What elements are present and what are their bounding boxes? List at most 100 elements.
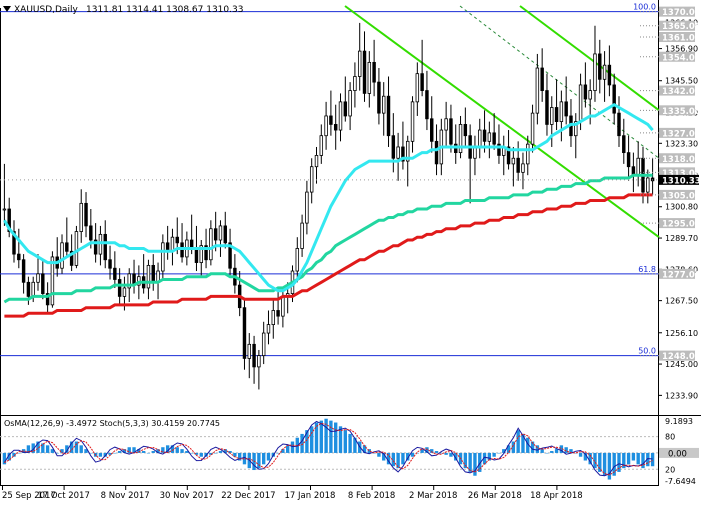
stoch-signal-line[interactable]	[4, 422, 653, 476]
fib-level-label: 100.0	[633, 3, 656, 12]
candle-body	[430, 118, 434, 142]
candle-body	[127, 273, 131, 289]
candle-body	[338, 101, 343, 131]
fibonacci-labels: 100.0 61.8 50.0	[633, 3, 656, 356]
time-tick-label: 30 Nov 2017	[160, 491, 214, 501]
candle-body	[175, 236, 179, 244]
price-level-box	[659, 268, 695, 279]
osma-bar	[242, 452, 247, 465]
candle-body	[410, 101, 415, 142]
osma-bar	[170, 445, 175, 453]
candle-body	[117, 279, 122, 297]
osma-bar	[607, 452, 612, 480]
price-level-box	[659, 218, 695, 229]
osma-bar	[430, 449, 434, 453]
osma-bar	[218, 451, 223, 453]
candle-body	[247, 343, 251, 359]
price-tick-label: 1267.50	[665, 297, 698, 306]
candle-body	[69, 250, 74, 266]
candle-body	[391, 135, 396, 159]
osma-bar	[122, 449, 127, 453]
osma-bar	[7, 452, 11, 461]
osma-bar	[449, 452, 453, 457]
osma-bar	[353, 437, 357, 453]
osc-tick-label: -7.6494	[665, 477, 696, 486]
price-level-label: 1248.00	[662, 352, 701, 362]
candle-body	[607, 64, 612, 86]
candle-body	[401, 146, 405, 162]
candle-body	[425, 90, 429, 120]
stoch-main-line[interactable]	[3, 420, 653, 477]
candle-body	[93, 239, 98, 255]
time-tick-label: 18 Apr 2018	[530, 491, 583, 501]
candle-body	[199, 245, 203, 263]
candle-body	[564, 101, 568, 117]
osma-bar	[516, 430, 520, 453]
candle-body	[377, 81, 381, 114]
ma-fast-line[interactable]	[3, 102, 654, 293]
osma-bar	[578, 452, 583, 457]
osma-bar	[396, 452, 400, 469]
osma-bar	[535, 445, 540, 453]
candle-body	[626, 152, 631, 168]
candle-body	[622, 135, 626, 154]
candle-body	[300, 222, 304, 249]
osma-bar	[261, 452, 266, 465]
candle-body	[79, 202, 83, 232]
candle-body	[223, 225, 227, 244]
candle-body	[602, 64, 607, 80]
candle-body	[593, 53, 597, 91]
osma-bar	[127, 447, 131, 453]
candle-body	[458, 124, 463, 154]
candle-body	[574, 121, 578, 137]
collapse-triangle-icon[interactable]	[3, 6, 11, 12]
price-level-box	[659, 127, 695, 138]
candle-body	[305, 191, 309, 224]
candle-body	[535, 67, 540, 114]
ohlc-readout: 1311.81 1314.41 1308.67 1310.33	[86, 5, 243, 15]
osma-bar	[348, 433, 352, 453]
candle-body	[113, 267, 117, 280]
osc-zero-label: 0.00	[668, 449, 687, 459]
candle-body	[261, 332, 266, 357]
osma-bar	[132, 447, 136, 453]
time-tick-label: 25 Sep 2017	[2, 491, 56, 501]
candle-body	[50, 256, 55, 306]
ma-mid-line[interactable]	[3, 173, 653, 304]
osma-bar	[439, 452, 444, 454]
candle-body	[89, 225, 93, 241]
price-tick-label: 1256.10	[665, 329, 698, 338]
osma-bar	[487, 452, 492, 461]
osma-bar	[530, 441, 535, 453]
price-tick-label: 1356.90	[665, 45, 698, 54]
osma-bar	[444, 452, 448, 455]
osma-bar	[137, 449, 141, 453]
osma-bar	[377, 452, 381, 457]
price-level-label: 1365.00	[662, 22, 701, 32]
candle-body	[314, 155, 319, 168]
candle-body	[367, 61, 372, 94]
candle-body	[554, 107, 559, 122]
price-level-box	[659, 32, 695, 43]
price-level-label: 1335.00	[662, 107, 701, 117]
candle-body	[348, 90, 352, 117]
osma-bar	[598, 452, 602, 472]
osma-bar	[209, 452, 213, 455]
osma-bar	[50, 449, 55, 453]
osma-bar	[434, 451, 439, 453]
candle-body	[146, 264, 151, 289]
symbol-label: XAUUSD,Daily	[14, 5, 78, 15]
candle-body	[266, 324, 271, 334]
candle-body	[540, 67, 544, 91]
osma-bar	[497, 452, 501, 454]
osma-bar	[338, 426, 343, 453]
osma-bar	[650, 452, 655, 467]
ma-slow-line[interactable]	[4, 193, 653, 318]
channel-line[interactable]	[519, 5, 660, 112]
time-tick-label: 8 Feb 2018	[348, 491, 396, 501]
osma-bar	[286, 445, 290, 453]
osma-bar	[391, 452, 396, 467]
price-tick-label: 1289.70	[665, 234, 698, 243]
osma-bar	[228, 451, 232, 453]
